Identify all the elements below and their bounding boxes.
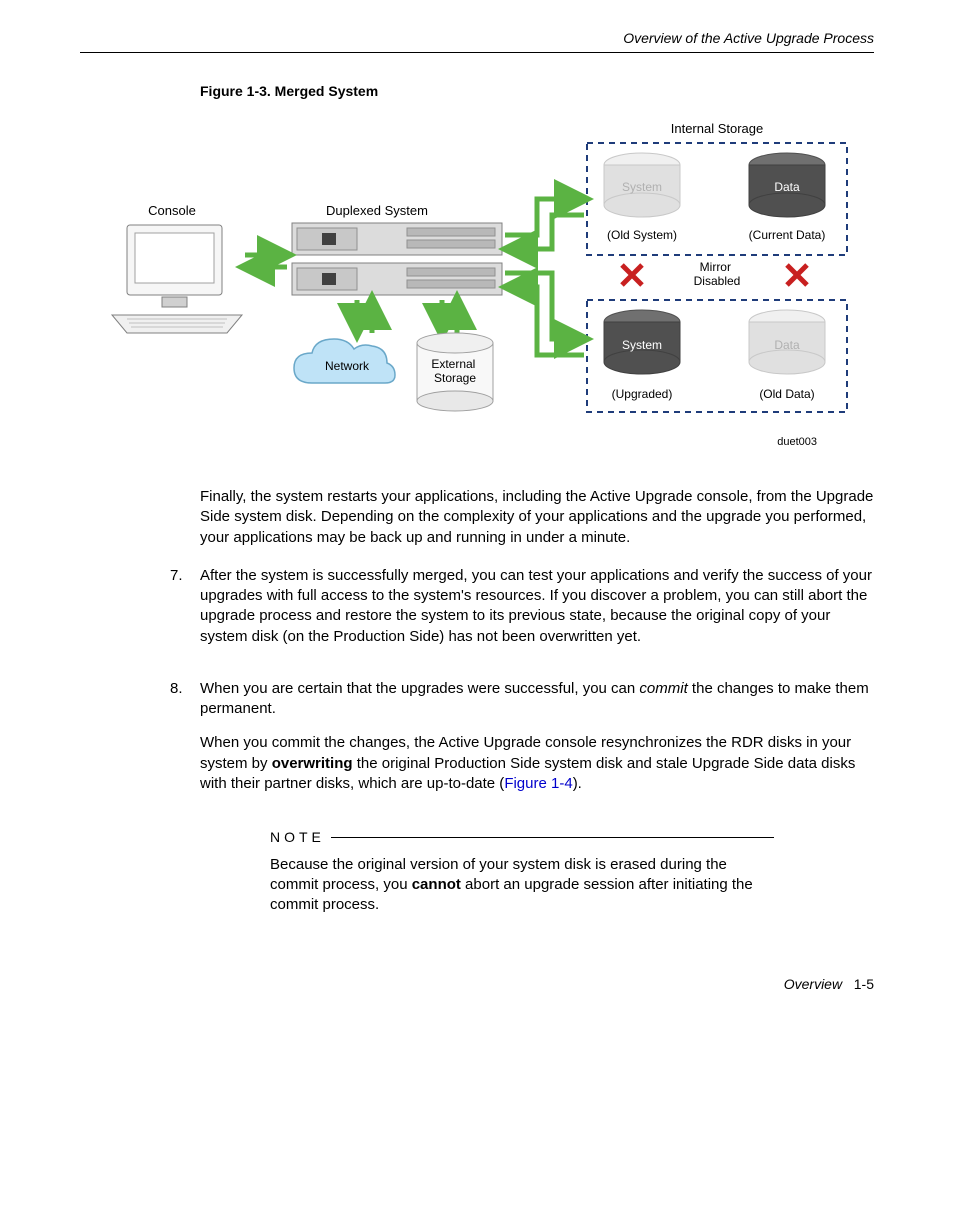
item8-a: When you are certain that the upgrades w… <box>200 680 639 697</box>
list-number-8: 8. <box>170 679 200 808</box>
old-system-label: (Old System) <box>607 228 677 242</box>
note-body: Because the original version of your sys… <box>270 855 774 916</box>
item8-commit: commit <box>639 680 687 697</box>
data-bottom-cyl-label: Data <box>774 338 800 352</box>
footer-page: 1-5 <box>854 976 874 992</box>
list-number-7: 7. <box>170 566 200 661</box>
note-title-row: NOTE <box>270 828 774 847</box>
network-label: Network <box>325 359 370 373</box>
note-title: NOTE <box>270 828 325 847</box>
console-label: Console <box>148 203 196 218</box>
page-header: Overview of the Active Upgrade Process <box>80 30 874 53</box>
mirror-x-right <box>787 265 807 285</box>
list-content-8: When you are certain that the upgrades w… <box>200 679 874 808</box>
current-data-label: (Current Data) <box>749 228 826 242</box>
list-item-8: 8. When you are certain that the upgrade… <box>170 679 874 808</box>
data-top-cyl-label: Data <box>774 180 800 194</box>
external-storage-icon: External Storage <box>417 333 493 411</box>
page-footer: Overview 1-5 <box>80 976 874 992</box>
note-title-line <box>331 837 774 838</box>
old-data-label: (Old Data) <box>759 387 814 401</box>
network-cloud-icon: Network <box>294 339 395 383</box>
figure-ref-id: duet003 <box>777 436 817 448</box>
mirror-disabled-label: Mirror Disabled <box>694 260 741 288</box>
system-bottom-cyl-label: System <box>622 338 662 352</box>
item8-p2: When you commit the changes, the Active … <box>200 733 874 794</box>
note-cannot: cannot <box>412 876 461 893</box>
paragraph-after-figure: Finally, the system restarts your applic… <box>200 487 874 548</box>
merged-system-diagram: Internal Storage System Data (Old System… <box>97 115 857 475</box>
internal-storage-label: Internal Storage <box>671 121 764 136</box>
figure-caption: Figure 1-3. Merged System <box>200 83 874 99</box>
item8-overwriting: overwriting <box>272 755 353 772</box>
console-icon <box>112 225 242 333</box>
item8-p2c: ). <box>573 775 582 792</box>
list-item-7: 7. After the system is successfully merg… <box>170 566 874 661</box>
external-storage-label: External Storage <box>431 357 478 385</box>
list-content-7: After the system is successfully merged,… <box>200 566 874 661</box>
note-block: NOTE Because the original version of you… <box>270 828 774 916</box>
duplexed-server-icon <box>292 223 502 295</box>
upgraded-label: (Upgraded) <box>612 387 673 401</box>
item8-p1: When you are certain that the upgrades w… <box>200 679 874 720</box>
header-title: Overview of the Active Upgrade Process <box>623 30 874 46</box>
footer-label: Overview <box>784 976 842 992</box>
system-top-cyl-label: System <box>622 180 662 194</box>
item7-text: After the system is successfully merged,… <box>200 566 874 647</box>
mirror-x-left <box>622 265 642 285</box>
figure-1-4-link[interactable]: Figure 1-4 <box>504 775 572 792</box>
duplexed-label: Duplexed System <box>326 203 428 218</box>
document-page: Overview of the Active Upgrade Process F… <box>0 0 954 1022</box>
